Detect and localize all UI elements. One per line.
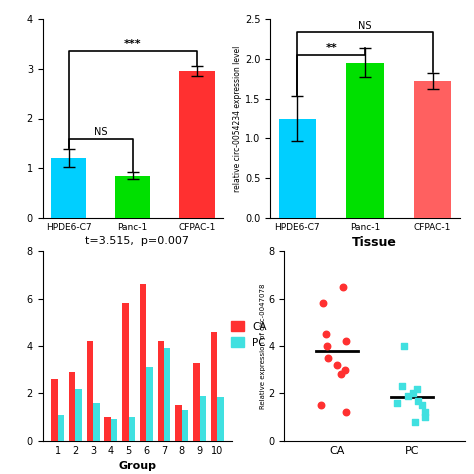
Point: [404, 392, 412, 400]
Bar: [179, 71, 215, 218]
Legend: CA, PC: CA, PC: [231, 321, 266, 347]
Point: [323, 342, 331, 350]
Point: [401, 342, 408, 350]
Bar: [69, 372, 75, 441]
Point: [411, 418, 419, 426]
Point: [339, 283, 347, 291]
Bar: [115, 176, 150, 218]
Bar: [217, 397, 224, 441]
Title: Tissue: Tissue: [352, 236, 397, 249]
Text: NS: NS: [94, 127, 108, 137]
Y-axis label: relative circ-0054234 expression level: relative circ-0054234 expression level: [233, 46, 242, 191]
Y-axis label: Relative expression of circ-0047078: Relative expression of circ-0047078: [260, 283, 265, 409]
Point: [398, 383, 406, 390]
Bar: [51, 158, 86, 218]
Bar: [193, 363, 200, 441]
X-axis label: Group: Group: [118, 461, 156, 471]
Bar: [158, 341, 164, 441]
Bar: [93, 403, 100, 441]
Bar: [211, 332, 217, 441]
Point: [409, 390, 416, 397]
Bar: [175, 405, 182, 441]
Bar: [87, 341, 93, 441]
Bar: [104, 417, 111, 441]
Point: [342, 409, 350, 416]
Text: NS: NS: [358, 21, 372, 31]
Bar: [346, 63, 383, 218]
Bar: [182, 410, 188, 441]
Point: [322, 330, 330, 338]
Bar: [200, 396, 206, 441]
Point: [421, 413, 429, 421]
Point: [341, 366, 349, 374]
Point: [413, 385, 421, 392]
Title: t=3.515,  p=0.007: t=3.515, p=0.007: [85, 236, 190, 246]
Point: [415, 397, 422, 404]
Point: [342, 337, 349, 345]
Bar: [414, 81, 451, 218]
Bar: [128, 417, 135, 441]
Point: [317, 401, 325, 409]
Point: [319, 300, 327, 307]
Bar: [122, 303, 128, 441]
Point: [393, 399, 401, 407]
Text: ***: ***: [124, 39, 142, 49]
Point: [421, 409, 428, 416]
Bar: [75, 389, 82, 441]
Text: **: **: [325, 43, 337, 53]
Bar: [146, 367, 153, 441]
Point: [333, 361, 341, 369]
Bar: [111, 419, 117, 441]
Point: [419, 401, 426, 409]
Bar: [279, 118, 316, 218]
Point: [337, 371, 345, 378]
Bar: [140, 284, 146, 441]
Point: [324, 354, 332, 362]
Bar: [51, 379, 58, 441]
Bar: [58, 415, 64, 441]
Bar: [164, 348, 171, 441]
